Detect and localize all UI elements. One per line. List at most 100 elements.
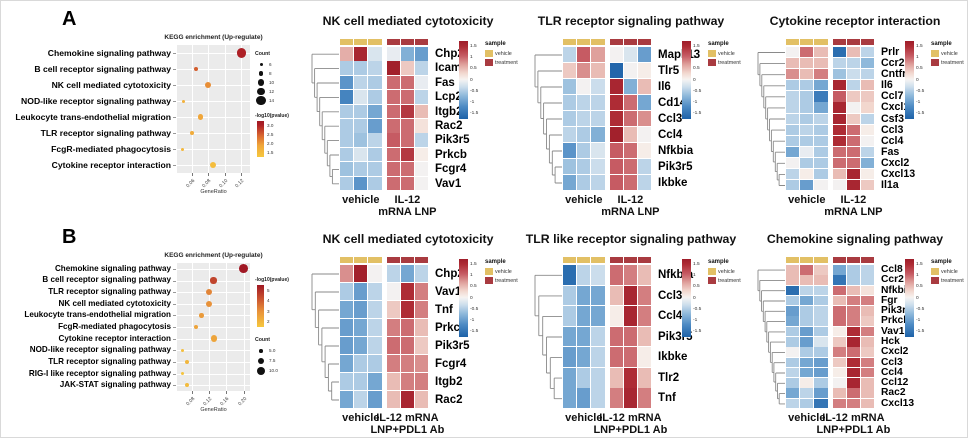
heatmap-cell: [786, 306, 800, 316]
group-label-vehicle: vehicle: [565, 412, 603, 424]
gene-label: Pik3r5: [658, 161, 693, 173]
pathway-label: Cytokine receptor interaction: [51, 159, 171, 170]
column-annotation-treatment: [415, 39, 429, 45]
colorbar-tick: -1.5: [916, 110, 925, 116]
heatmap-cell: [800, 179, 814, 191]
column-annotation-vehicle: [340, 257, 354, 263]
heatmap-cell: [340, 162, 354, 176]
sample-legend-swatch-treatment: [931, 277, 939, 284]
sample-legend-label: vehicle: [495, 268, 512, 275]
colorbar-tick: 0: [916, 77, 919, 83]
group-label-treatment: IL-12 mRNA: [599, 412, 662, 424]
colorbar-tick: 1: [470, 273, 473, 279]
kegg-dotplot-b: KEGG enrichment (Up-regulate) Chemokine s…: [24, 219, 296, 437]
heatmap-cell: [846, 398, 860, 409]
heatmap-cell: [786, 295, 800, 306]
row-dendrogram: [757, 52, 785, 186]
axis-tick: [209, 391, 211, 394]
gridline-h: [177, 53, 250, 54]
heatmap-cell: [609, 47, 623, 63]
pathway-label: TLR receptor signaling pathway: [48, 356, 171, 366]
column-annotation-treatment: [400, 39, 414, 45]
axis-tick: [173, 303, 176, 305]
heatmap-cell: [814, 168, 828, 180]
gene-label: Vav1: [435, 286, 462, 298]
row-dendrogram: [311, 53, 339, 185]
heatmap-cell: [415, 391, 429, 409]
heatmap-cell: [861, 295, 875, 306]
heatmap-cell: [846, 102, 860, 113]
count-legend-dot: [257, 87, 265, 96]
pathway-dot: [210, 277, 217, 284]
heatmap-cell: [786, 357, 800, 368]
heatmap-cell: [354, 283, 368, 301]
sample-legend-title: sample: [485, 41, 506, 47]
heatmap-a-tlr-pathway: TLR receptor signaling pathway Mapk13 Tlr5…: [518, 1, 744, 219]
colorbar-tick: -0.5: [916, 306, 925, 312]
heatmap-b-chemokine-pathway: Chemokine signaling pathway Ccl8 Ccr2 Nfkbi…: [741, 219, 967, 437]
heatmap-cell: [832, 69, 846, 80]
heatmap-cell: [591, 111, 605, 127]
pathway-label: Leukocyte trans-endothelial migration: [24, 310, 171, 320]
heatmap-cell: [623, 306, 637, 326]
pathway-dot: [180, 371, 185, 376]
heatmap-cell: [340, 283, 354, 301]
heatmap-cell: [400, 104, 414, 119]
kegg-dotplot-a: KEGG enrichment (Up-regulate) Chemokine s…: [15, 1, 296, 219]
heatmap-cell: [577, 347, 591, 368]
sample-legend-label: treatment: [941, 277, 964, 284]
group-label-treatment: mRNA LNP: [378, 206, 437, 218]
heatmap-cell: [415, 373, 429, 391]
heatmap-cell: [638, 285, 652, 306]
heatmap-cell: [591, 367, 605, 388]
heatmap-cell: [832, 91, 846, 102]
heatmap-cell: [415, 119, 429, 133]
heatmap-cell: [786, 69, 800, 80]
colorbar-tick: 1.5: [470, 262, 477, 268]
sample-legend-title: sample: [931, 41, 952, 47]
pathway-label: NOD-like receptor signaling pathway: [21, 95, 171, 106]
gene-label: Ccl3: [658, 289, 683, 302]
pathway-label: Chemokine signaling pathway: [54, 263, 171, 273]
column-annotation-vehicle: [786, 39, 800, 45]
pathway-label: Leukocyte trans-endothelial migration: [15, 111, 171, 122]
count-legend-label: 14: [269, 97, 275, 103]
heatmap-cell: [368, 355, 382, 373]
gene-label: Pik3r5: [435, 134, 470, 147]
pvalue-legend-gradient: [257, 285, 264, 327]
heatmap-cell: [415, 319, 429, 337]
heatmap-cell: [786, 326, 800, 337]
heatmap-cell: [368, 176, 382, 191]
gene-label: Ccr2: [881, 57, 905, 70]
column-annotation-vehicle: [368, 39, 382, 45]
heatmap-cell: [386, 47, 400, 61]
colorbar-tick: -0.5: [693, 88, 702, 94]
heatmap-cell: [609, 265, 623, 285]
colorbar-tick: -1: [470, 317, 475, 323]
heatmap-cell: [415, 61, 429, 75]
axis-tick: [173, 280, 176, 282]
heatmap-cell: [832, 58, 846, 69]
gridline-h: [177, 385, 250, 387]
heatmap-title: NK cell mediated cytotoxicity: [322, 14, 494, 28]
sample-legend-title: sample: [708, 41, 729, 47]
sample-legend-swatch-vehicle: [931, 268, 939, 275]
heatmap-cell: [563, 79, 577, 95]
gene-label: Cxcl2: [881, 156, 910, 169]
gridline-h: [177, 101, 250, 102]
heatmap-cell: [800, 157, 814, 169]
count-legend-label: 5.0: [269, 348, 276, 353]
colorbar-tick: 1.5: [693, 262, 700, 268]
heatmap-cell: [861, 378, 875, 388]
gene-label: Prkcb: [435, 148, 467, 161]
heatmap-cell: [591, 347, 605, 368]
pathway-dot: [189, 131, 194, 135]
column-annotation-treatment: [832, 39, 846, 45]
heatmap-cell: [577, 159, 591, 175]
pathway-label: NK cell mediated cytotoxicity: [58, 298, 171, 308]
column-annotation-treatment: [386, 39, 400, 45]
heatmap-cell: [638, 127, 652, 143]
pathway-dot: [199, 313, 204, 318]
heatmap-cell: [861, 347, 875, 357]
heatmap-cell: [577, 367, 591, 388]
